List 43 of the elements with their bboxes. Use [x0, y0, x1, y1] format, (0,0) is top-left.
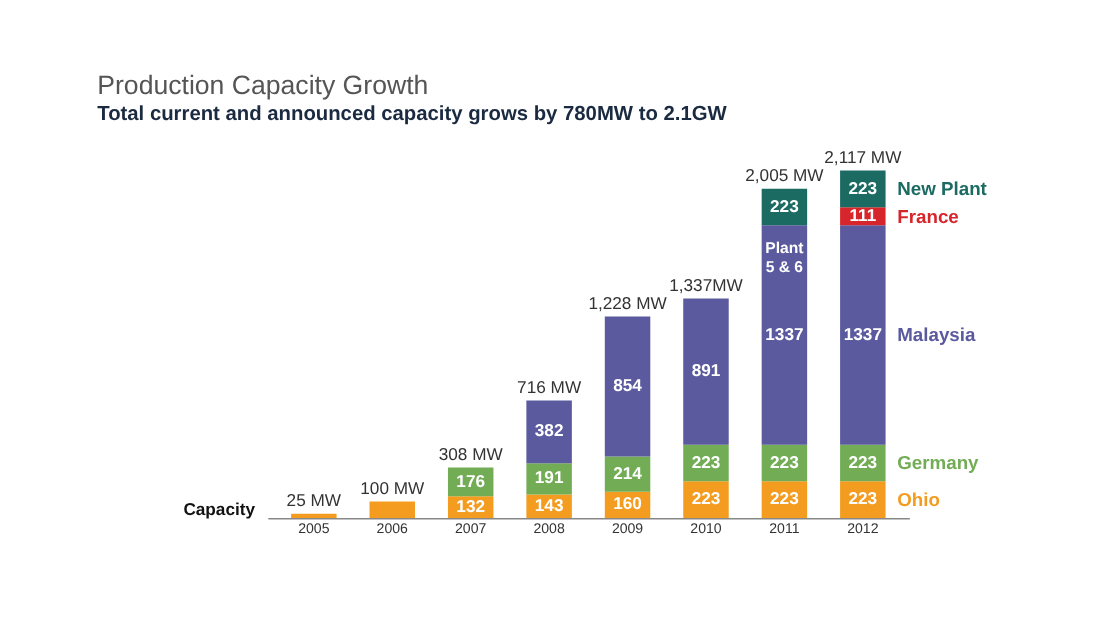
total-label: 100 MW	[360, 477, 427, 498]
data-label: 382	[534, 420, 564, 441]
total-label: 716 MW	[517, 376, 583, 397]
data-label: 111	[849, 204, 877, 225]
total-label: 1,228 MW	[588, 292, 669, 313]
bar	[761, 225, 808, 445]
bar	[840, 225, 886, 445]
data-label: 223	[770, 195, 800, 216]
series-label: Germany	[897, 453, 981, 474]
data-label: 160	[613, 493, 643, 514]
total-label: 2,117 MW	[824, 146, 904, 167]
data-label: 223	[691, 451, 721, 472]
bar	[604, 316, 651, 457]
bar	[683, 298, 729, 445]
series-label: Ohio	[897, 489, 941, 510]
bar	[526, 400, 572, 464]
series-label: Malaysia	[897, 325, 977, 346]
series-label: France	[897, 206, 959, 227]
data-label: 223	[691, 488, 721, 509]
total-label: 308 MW	[438, 443, 505, 464]
bar	[369, 501, 416, 518]
data-label: 1337	[765, 323, 804, 344]
data-label: 191	[534, 467, 564, 488]
chart-subtitle: Total current and announced capacity grows by 780MW to 2.1GW	[97, 104, 728, 127]
data-label: 223	[848, 488, 878, 509]
data-label: 223	[770, 488, 800, 509]
data-label: 176	[456, 470, 486, 491]
text: Capacity	[183, 498, 256, 519]
data-label: 223	[848, 177, 878, 198]
data-label: 223	[770, 451, 800, 472]
data-label: 891	[691, 360, 721, 381]
data-label: 143	[534, 494, 564, 515]
data-label: 1337	[843, 323, 883, 344]
data-label: 854	[613, 375, 643, 396]
data-label: 223	[848, 451, 878, 472]
chart-title: Production Capacity Growth	[97, 69, 429, 100]
series-label: New Plant	[897, 179, 987, 200]
total-label: 25 MW	[286, 490, 343, 511]
data-label: 214	[613, 462, 643, 483]
total-label: 2,005 MW	[745, 164, 826, 185]
annotation: Plant 5 & 6	[765, 239, 805, 277]
data-label: 132	[456, 495, 486, 516]
total-label: 1,337MW	[669, 274, 745, 295]
